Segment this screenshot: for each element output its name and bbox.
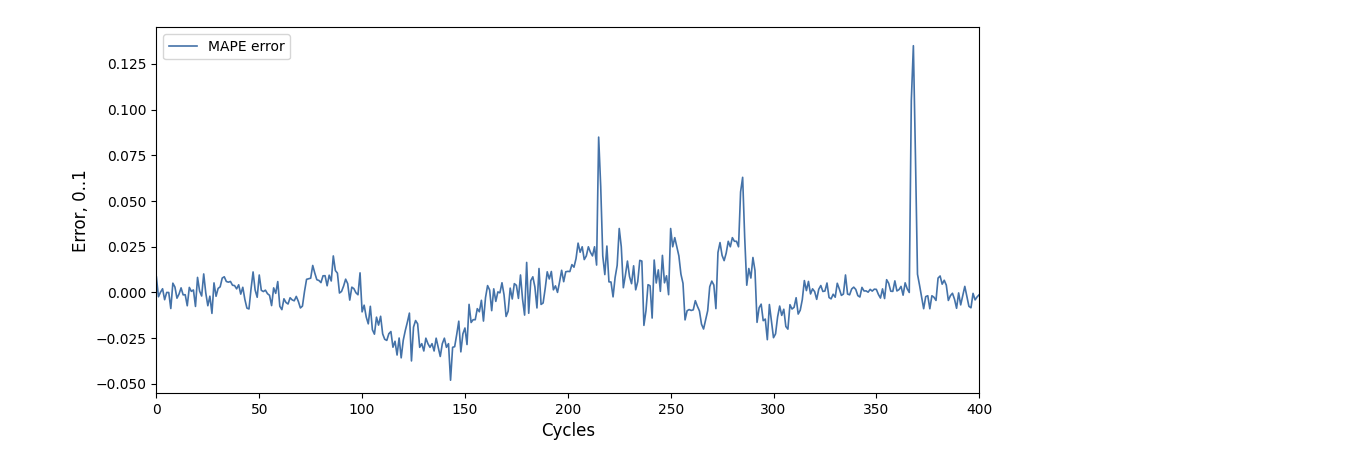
MAPE error: [675, 281, 691, 286]
MAPE error: [446, 344, 462, 350]
MAPE error: [148, 274, 165, 280]
Legend: MAPE error: MAPE error: [163, 34, 290, 59]
MAPE error: [601, 279, 617, 285]
X-axis label: Cycles: Cycles: [541, 422, 594, 440]
MAPE error: [256, 289, 272, 294]
Line: MAPE error: MAPE error: [156, 46, 979, 380]
MAPE error: [906, 43, 922, 48]
Y-axis label: Error, 0..1: Error, 0..1: [72, 169, 90, 252]
MAPE error: [442, 377, 458, 383]
MAPE error: [753, 302, 770, 307]
MAPE error: [564, 262, 581, 267]
MAPE error: [971, 292, 987, 298]
